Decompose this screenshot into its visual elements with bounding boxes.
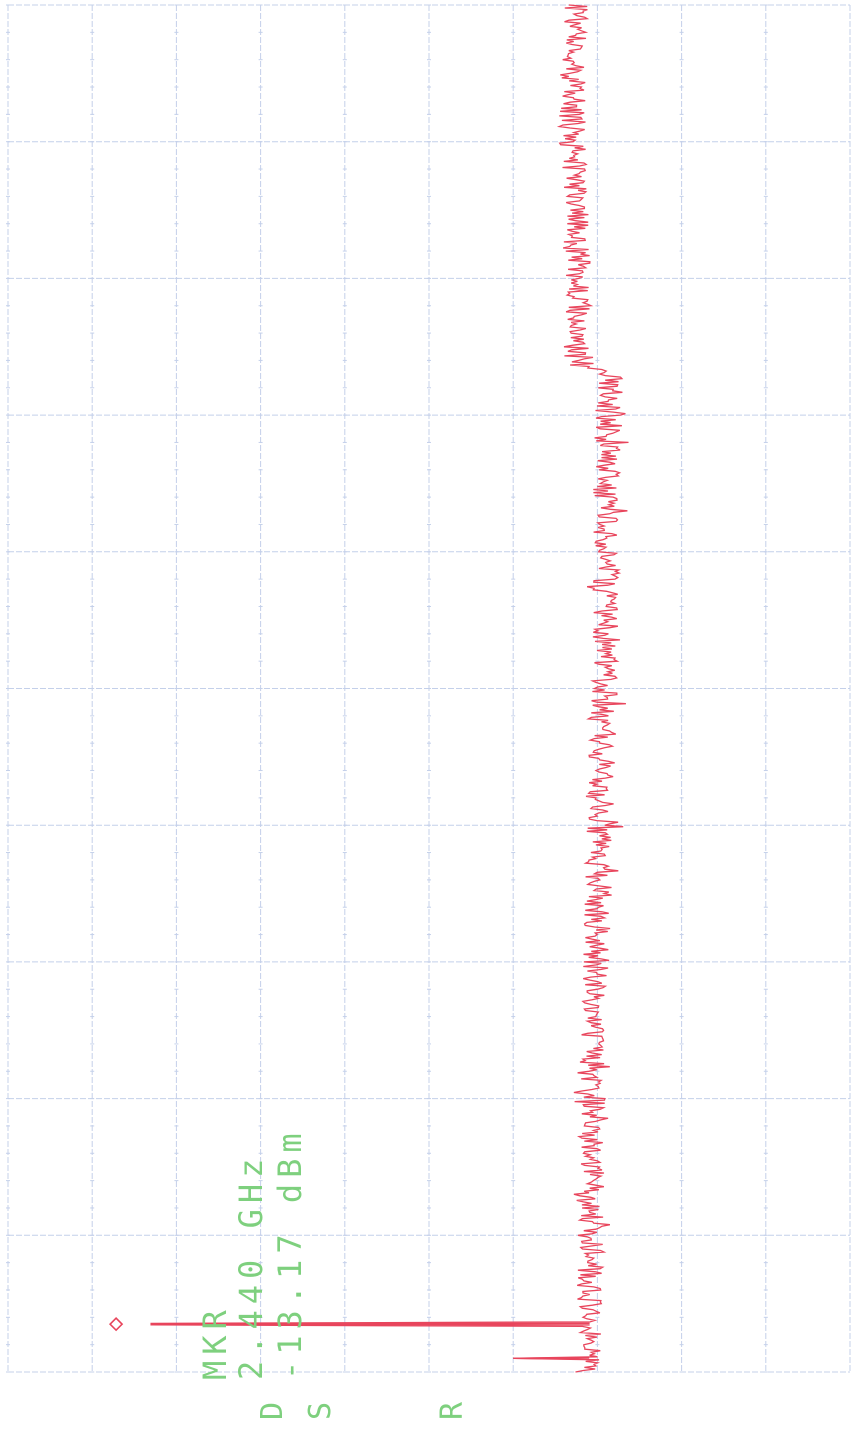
annotation-r: R <box>435 1401 470 1420</box>
signal-trace <box>150 4 629 1373</box>
plot-grid <box>6 4 851 1373</box>
marker-amplitude: -13.17 dBm <box>271 1127 309 1380</box>
marker-frequency: 2.440 GHz <box>232 1153 270 1380</box>
diamond-marker-icon <box>108 1317 124 1332</box>
marker-label: MKR <box>196 1304 234 1380</box>
annotation-s: S <box>303 1402 338 1420</box>
annotation-d: D <box>255 1402 290 1420</box>
